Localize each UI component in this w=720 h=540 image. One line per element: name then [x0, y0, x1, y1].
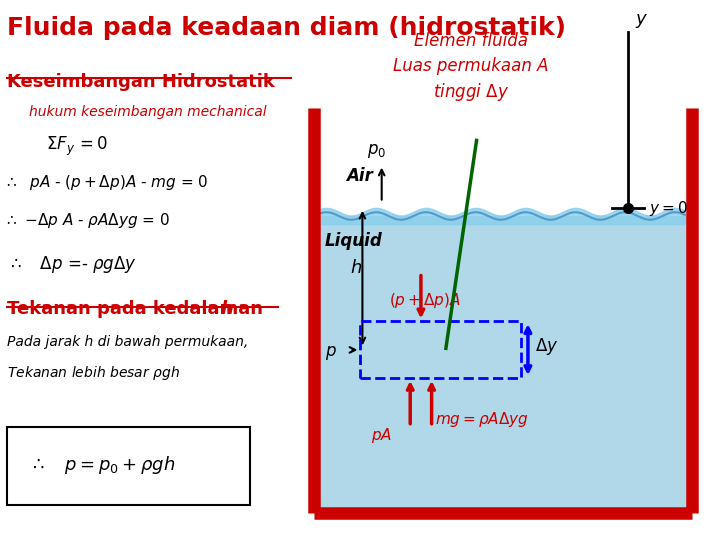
Text: $\bfit{h}$: $\bfit{h}$	[220, 300, 233, 318]
Text: Air: Air	[346, 167, 373, 185]
Text: Luas permukaan A: Luas permukaan A	[393, 57, 549, 75]
Text: Liquid: Liquid	[325, 232, 382, 249]
Text: hukum keseimbangan mechanical: hukum keseimbangan mechanical	[29, 105, 266, 119]
Text: $y = 0$: $y = 0$	[649, 199, 688, 218]
Text: $\therefore$   $\Delta p$ =- $\rho g\Delta y$: $\therefore$ $\Delta p$ =- $\rho g\Delta…	[7, 254, 137, 275]
Text: Fluida pada keadaan diam (hidrostatik): Fluida pada keadaan diam (hidrostatik)	[7, 16, 566, 40]
Text: $mg = \rho A\Delta yg$: $mg = \rho A\Delta yg$	[435, 410, 529, 429]
Text: Elemen fluida: Elemen fluida	[414, 32, 528, 50]
Bar	[360, 321, 521, 378]
Text: $\Sigma F_y\/ = 0$: $\Sigma F_y\/ = 0$	[46, 135, 109, 158]
Text: Pada jarak h di bawah permukaan,: Pada jarak h di bawah permukaan,	[7, 335, 248, 349]
Text: $(p+\Delta p)A$: $(p+\Delta p)A$	[389, 291, 461, 310]
Text: $p$: $p$	[325, 345, 336, 362]
Text: Keseimbangan Hidrostatik: Keseimbangan Hidrostatik	[7, 73, 275, 91]
Text: Tekanan lebih besar $\rho gh$: Tekanan lebih besar $\rho gh$	[7, 364, 180, 382]
Bar	[314, 216, 692, 513]
Text: $pA$: $pA$	[371, 426, 392, 445]
Text: tinggi $\Delta y$: tinggi $\Delta y$	[433, 81, 509, 103]
Text: $p_0$: $p_0$	[367, 142, 387, 160]
Text: $\therefore$ $-\Delta p$ $A$ - $\rho A\Delta yg$ = 0: $\therefore$ $-\Delta p$ $A$ - $\rho A\D…	[4, 211, 170, 229]
Bar	[7, 427, 250, 505]
Bar	[318, 108, 688, 216]
Text: $\therefore$  $pA$ - $(p+\Delta p)A$ - $mg$ = 0: $\therefore$ $pA$ - $(p+\Delta p)A$ - $m…	[4, 173, 208, 192]
Text: $\therefore$   $p = p_0 + \rho gh$: $\therefore$ $p = p_0 + \rho gh$	[29, 455, 175, 476]
Text: $y$: $y$	[635, 12, 648, 30]
Text: $h$: $h$	[350, 259, 361, 276]
Text: $\Delta y$: $\Delta y$	[535, 336, 559, 357]
Text: Tekanan pada kedalaman: Tekanan pada kedalaman	[7, 300, 269, 318]
